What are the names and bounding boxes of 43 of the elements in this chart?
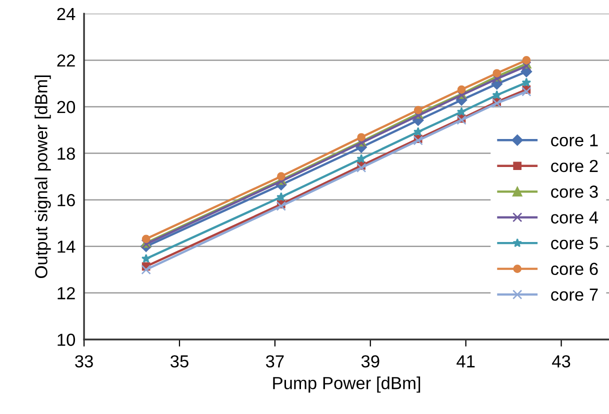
point	[141, 264, 151, 275]
point	[276, 201, 286, 211]
y-tick-label: 20	[57, 100, 76, 114]
x-tick-label: 41	[456, 355, 475, 368]
x-tick-label: 37	[266, 355, 284, 368]
legend-label: core 1	[551, 134, 598, 146]
point	[522, 86, 532, 96]
y-tick-label: 16	[58, 194, 75, 206]
point	[522, 56, 531, 64]
point	[492, 74, 502, 84]
x-tick-label: 33	[75, 355, 93, 368]
y-tick-label: 24	[57, 8, 76, 20]
x-axis-title: Pump Power [dBm]	[273, 376, 420, 393]
x-tick-label: 39	[361, 355, 380, 368]
y-tick-label: 12	[58, 287, 75, 300]
point	[356, 154, 366, 163]
point	[492, 90, 502, 100]
point	[522, 61, 532, 71]
y-tick-label: 18	[58, 147, 75, 160]
point	[492, 69, 502, 78]
point	[356, 162, 366, 173]
y-axis-title: Output signal power [dBm]	[34, 76, 51, 278]
legend-label: core 7	[551, 288, 598, 301]
point	[456, 107, 466, 116]
legend-label: core 2	[551, 160, 598, 172]
point	[276, 192, 286, 202]
point	[414, 106, 422, 114]
point	[357, 133, 366, 142]
point	[142, 234, 150, 244]
point	[276, 172, 286, 181]
y-tick-label: 22	[57, 54, 75, 66]
y-tick-label: 10	[58, 334, 76, 346]
legend-label: core 6	[551, 262, 598, 276]
x-tick-label: 43	[552, 355, 570, 368]
point	[457, 85, 466, 94]
legend-label: core 4	[551, 211, 598, 224]
point	[141, 254, 151, 263]
point	[522, 78, 532, 87]
y-tick-label: 14	[58, 240, 76, 253]
legend-label: core 3	[551, 186, 598, 198]
point	[413, 127, 423, 136]
x-tick-label: 35	[170, 355, 188, 368]
legend-label: core 5	[551, 237, 598, 250]
